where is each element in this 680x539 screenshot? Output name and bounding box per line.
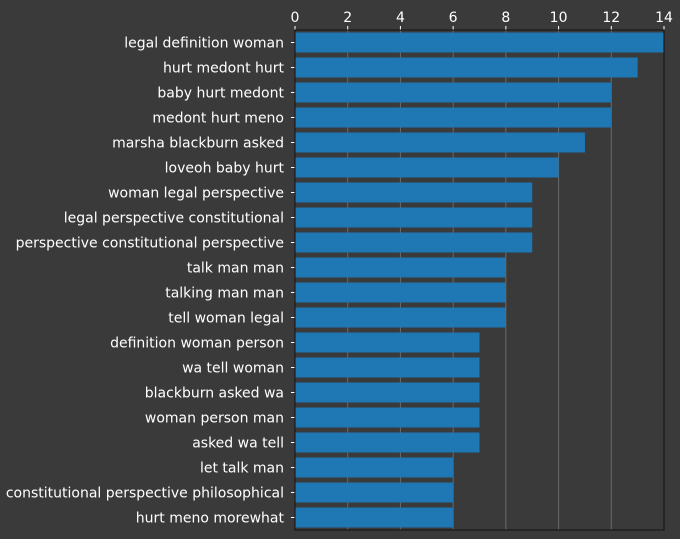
x-tick-label: 12	[602, 10, 620, 26]
bar	[295, 107, 612, 128]
category-label: woman legal perspective	[108, 186, 284, 202]
x-tick-label: 4	[396, 10, 405, 26]
bar	[295, 407, 480, 428]
category-label: medont hurt meno	[152, 111, 284, 127]
x-tick-label: 2	[343, 10, 352, 26]
bar	[295, 32, 664, 53]
category-label: hurt meno morewhat	[136, 511, 285, 527]
bar	[295, 207, 533, 228]
bar	[295, 257, 506, 278]
bar	[295, 182, 533, 203]
category-label: legal perspective constitutional	[64, 211, 284, 227]
grid-layer	[294, 30, 665, 530]
bar-layer	[295, 32, 664, 528]
y-axis-labels: legal definition woman hurt medont hurt ba…	[6, 36, 295, 527]
category-label: blackburn asked wa	[145, 386, 284, 402]
bar	[295, 82, 612, 103]
x-tick-label: 0	[291, 10, 300, 26]
bar	[295, 357, 480, 378]
category-label: woman person man	[145, 411, 284, 427]
x-tick-label: 10	[550, 10, 568, 26]
bar	[295, 57, 638, 78]
category-label: asked wa tell	[192, 436, 284, 452]
x-tick-label: 8	[501, 10, 510, 26]
category-label: perspective constitutional perspective	[16, 236, 284, 252]
category-label: hurt medont hurt	[163, 61, 284, 77]
bar	[295, 232, 533, 253]
category-label: definition woman person	[110, 336, 284, 352]
category-label: legal definition woman	[124, 36, 284, 52]
x-axis-ticks: 0 2 4 6 8 10 12 14	[291, 10, 673, 30]
bar	[295, 132, 585, 153]
x-tick-label: 6	[449, 10, 458, 26]
category-label: constitutional perspective philosophical	[6, 486, 284, 502]
x-tick-label: 14	[655, 10, 673, 26]
bar	[295, 307, 506, 328]
category-label: baby hurt medont	[157, 86, 284, 102]
category-label: wa tell woman	[182, 361, 284, 377]
category-label: loveoh baby hurt	[165, 161, 285, 177]
bar	[295, 282, 506, 303]
bar	[295, 482, 454, 503]
bar	[295, 457, 454, 478]
category-label: marsha blackburn asked	[112, 136, 284, 152]
category-label: talking man man	[165, 286, 284, 302]
category-label: tell woman legal	[168, 311, 284, 327]
bar	[295, 382, 480, 403]
bar	[295, 157, 559, 178]
bar	[295, 432, 480, 453]
bar	[295, 507, 454, 528]
category-label: talk man man	[187, 261, 284, 277]
bar	[295, 332, 480, 353]
category-label: let talk man	[200, 461, 284, 477]
plot-frame	[294, 29, 665, 531]
